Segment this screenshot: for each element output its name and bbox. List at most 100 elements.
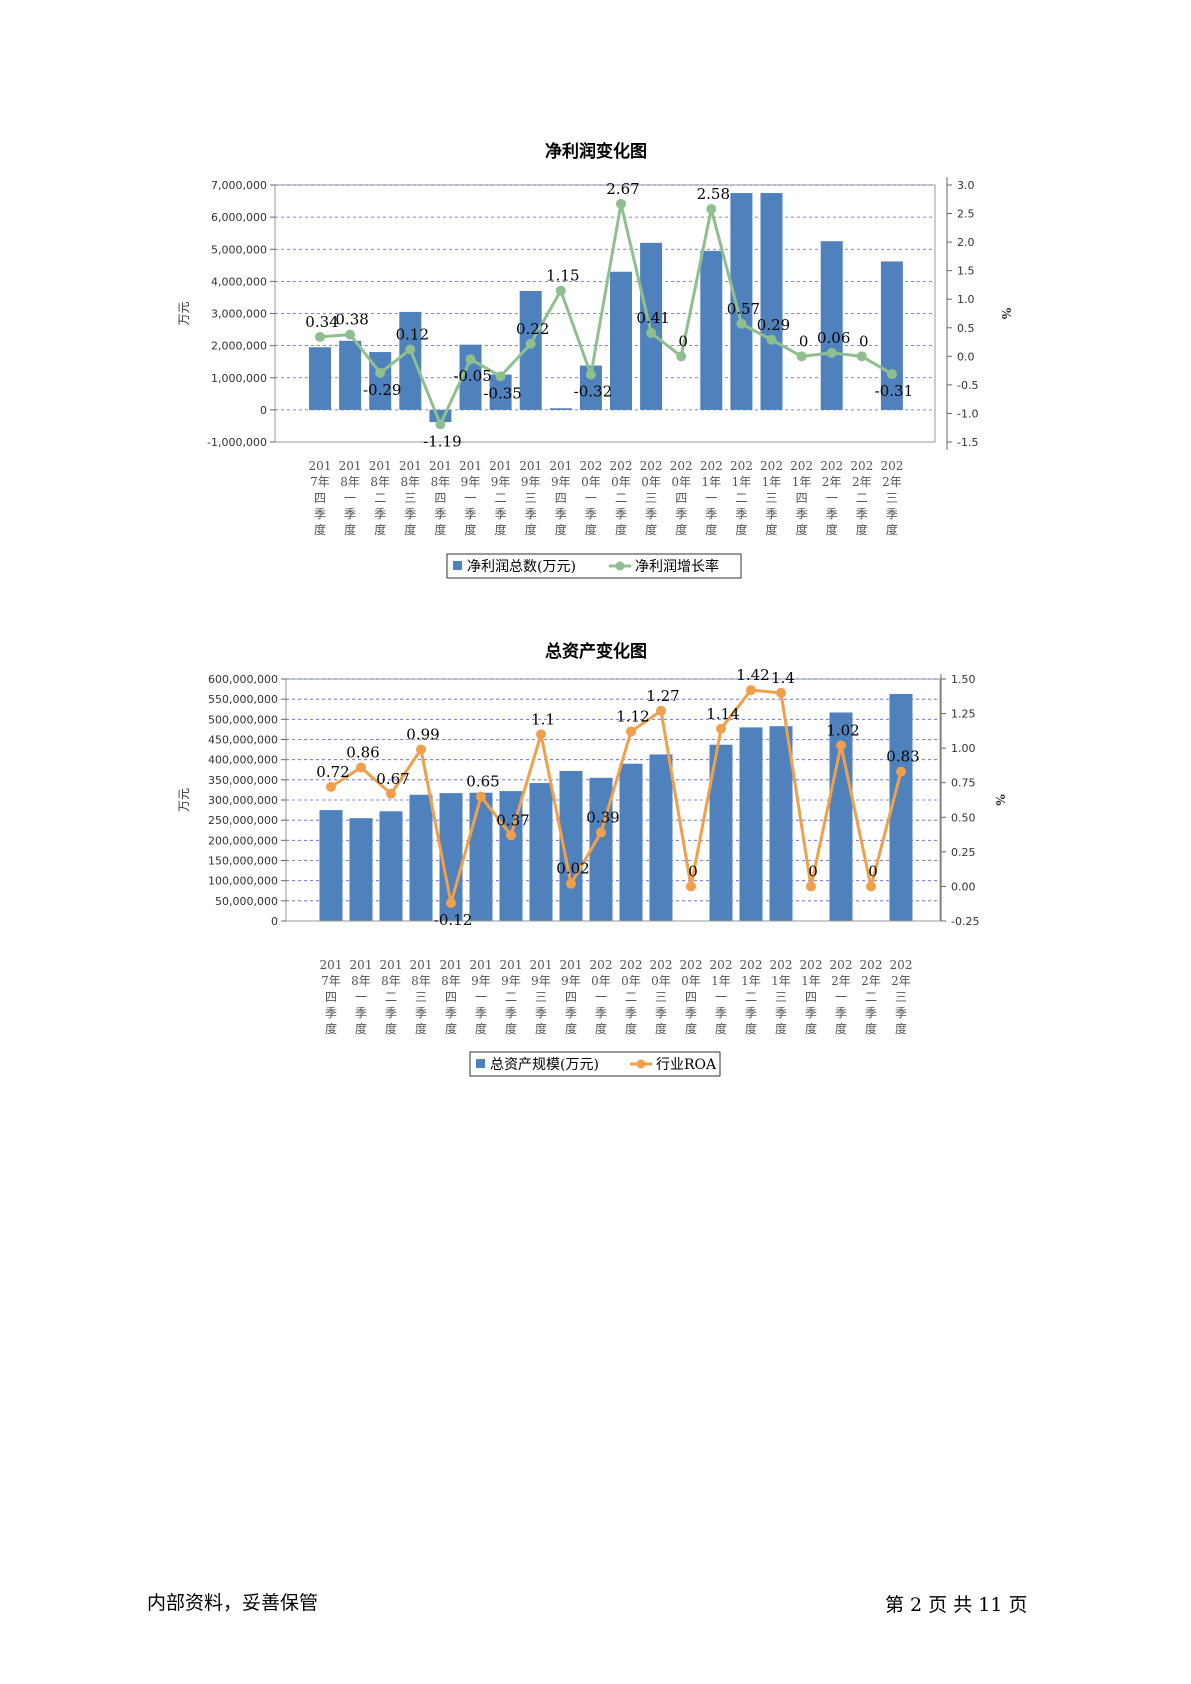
x-tick-label: 二 bbox=[505, 990, 517, 1004]
net-profit-chart-svg: 净利润变化图 -1,000,000 0 1,000,000 2,000,000 3,000… bbox=[177, 141, 1013, 579]
y-tick-label: 1,000,000 bbox=[211, 372, 267, 385]
data-label: -0.12 bbox=[434, 911, 472, 929]
x-tick-label: 度 bbox=[404, 522, 416, 537]
line-point bbox=[386, 788, 396, 799]
data-label: 0.65 bbox=[466, 773, 499, 791]
line-point bbox=[736, 318, 747, 329]
x-tick-label: 季 bbox=[645, 507, 657, 521]
x-tick-label: 季 bbox=[505, 1006, 517, 1020]
x-tick-label: 202 bbox=[890, 958, 913, 972]
x-tick-label: 度 bbox=[525, 522, 537, 537]
legend-box bbox=[446, 553, 742, 579]
data-label: 0 bbox=[868, 862, 878, 880]
x-tick-label: 季 bbox=[895, 1006, 907, 1020]
data-label: 0.39 bbox=[586, 808, 619, 826]
x-tick-label: 四 bbox=[805, 990, 817, 1004]
x-tick-label: 季 bbox=[625, 1006, 637, 1020]
x-tick-label: 0年 bbox=[641, 475, 661, 489]
line-point bbox=[806, 881, 816, 892]
line-point bbox=[416, 744, 426, 755]
x-tick-label: 季 bbox=[404, 507, 416, 521]
data-label: 0.38 bbox=[335, 311, 368, 329]
x-tick-label: 季 bbox=[775, 1006, 787, 1020]
x-tick-label: 8年 bbox=[340, 475, 360, 489]
y2-tick-label: 0.5 bbox=[957, 322, 975, 335]
x-tick-label: 四 bbox=[434, 491, 446, 505]
x-tick-label: 度 bbox=[775, 1021, 787, 1036]
y2-tick-label: 1.00 bbox=[951, 742, 976, 755]
x-tick-label: 季 bbox=[826, 507, 838, 521]
x-tick-label: 7年 bbox=[310, 475, 330, 489]
line-point bbox=[315, 331, 325, 342]
x-tick-label: 202 bbox=[650, 958, 673, 972]
x-tick-label: 度 bbox=[796, 522, 808, 537]
x-tick-label: 度 bbox=[765, 522, 777, 537]
x-tick-label: 季 bbox=[565, 1006, 577, 1020]
x-tick-label: 季 bbox=[675, 507, 687, 521]
line-point bbox=[405, 344, 416, 355]
y-tick-label: -1,000,000 bbox=[207, 436, 267, 449]
x-tick-label: 201 bbox=[369, 459, 392, 473]
y2-tick-label: 1.5 bbox=[957, 265, 975, 278]
x-tick-label: 一 bbox=[355, 990, 367, 1004]
y-tick-label: 6,000,000 bbox=[211, 211, 267, 224]
x-tick-label: 度 bbox=[745, 1021, 757, 1036]
bar bbox=[769, 726, 793, 921]
x-tick-label: 四 bbox=[555, 491, 567, 505]
x-tick-label: 一 bbox=[464, 491, 476, 505]
x-tick-label: 202 bbox=[620, 958, 643, 972]
x-tick-label: 季 bbox=[615, 507, 627, 521]
bar bbox=[559, 770, 583, 921]
y-tick-label: 400,000,000 bbox=[208, 754, 278, 767]
data-label: 2.58 bbox=[697, 185, 730, 203]
line-point bbox=[776, 687, 786, 698]
x-tick-label: 一 bbox=[705, 491, 717, 505]
bar bbox=[399, 311, 422, 410]
x-tick-label: 季 bbox=[344, 507, 356, 521]
x-tick-label: 9年 bbox=[551, 475, 571, 489]
x-tick-label: 201 bbox=[500, 958, 523, 972]
bar bbox=[489, 374, 512, 410]
x-tick-label: 8年 bbox=[381, 974, 401, 988]
data-label: 1.1 bbox=[531, 710, 555, 728]
x-tick-label: 202 bbox=[730, 459, 753, 473]
data-label: 2.67 bbox=[606, 180, 639, 198]
bar bbox=[880, 261, 903, 410]
x-tick-label: 度 bbox=[475, 1021, 487, 1036]
line-point bbox=[506, 830, 516, 841]
x-tick-label: 度 bbox=[865, 1021, 877, 1036]
x-tick-label: 0年 bbox=[611, 475, 631, 489]
x-tick-label: 一 bbox=[826, 491, 838, 505]
data-label: 0.29 bbox=[757, 316, 790, 334]
data-label: 1.4 bbox=[771, 669, 795, 687]
x-tick-label: 三 bbox=[765, 491, 777, 505]
bar bbox=[439, 793, 463, 921]
line-point bbox=[686, 881, 696, 892]
x-tick-label: 三 bbox=[525, 491, 537, 505]
x-tick-label: 季 bbox=[355, 1006, 367, 1020]
x-tick-label: 三 bbox=[886, 491, 898, 505]
x-tick-label: 1年 bbox=[701, 475, 721, 489]
x-tick-label: 9年 bbox=[491, 475, 511, 489]
data-label: 0 bbox=[688, 862, 698, 880]
legend-label-bar: 总资产规模(万元) bbox=[490, 1057, 599, 1073]
y-tick-label: 500,000,000 bbox=[208, 713, 278, 726]
line-point bbox=[566, 878, 576, 889]
line-point bbox=[446, 898, 456, 909]
x-tick-label: 202 bbox=[610, 459, 633, 473]
x-tick-label: 201 bbox=[440, 958, 463, 972]
data-label: -0.31 bbox=[875, 382, 913, 400]
y2-tick-label: 3.0 bbox=[957, 179, 975, 192]
x-tick-label: 2年 bbox=[882, 475, 902, 489]
x-tick-label: 季 bbox=[765, 507, 777, 521]
legend-label-bar: 净利润总数(万元) bbox=[467, 559, 576, 575]
x-tick-label: 2年 bbox=[861, 974, 881, 988]
x-tick-label: 三 bbox=[645, 491, 657, 505]
x-tick-label: 201 bbox=[519, 459, 542, 473]
y-tick-label: 50,000,000 bbox=[215, 895, 278, 908]
x-tick-label: 2年 bbox=[852, 475, 872, 489]
x-tick-label: 1年 bbox=[711, 974, 731, 988]
x-tick-label: 度 bbox=[585, 522, 597, 537]
line-point bbox=[536, 729, 546, 740]
x-tick-label: 二 bbox=[374, 491, 386, 505]
